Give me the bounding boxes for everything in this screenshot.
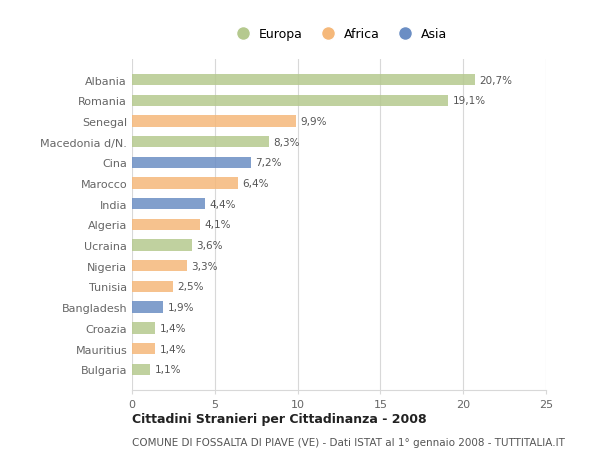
Text: 2,5%: 2,5%: [178, 282, 204, 292]
Text: 4,4%: 4,4%: [209, 199, 236, 209]
Bar: [132, 281, 173, 292]
Text: COMUNE DI FOSSALTA DI PIAVE (VE) - Dati ISTAT al 1° gennaio 2008 - TUTTITALIA.IT: COMUNE DI FOSSALTA DI PIAVE (VE) - Dati …: [132, 437, 565, 447]
Bar: [132, 343, 155, 354]
Bar: [132, 157, 251, 168]
Text: 7,2%: 7,2%: [256, 158, 282, 168]
Bar: [132, 75, 475, 86]
Bar: [132, 199, 205, 210]
Bar: [132, 137, 269, 148]
Text: 3,6%: 3,6%: [196, 241, 222, 251]
Text: 19,1%: 19,1%: [452, 96, 485, 106]
Bar: [132, 219, 200, 230]
Text: 8,3%: 8,3%: [274, 137, 300, 147]
Bar: [132, 323, 155, 334]
Bar: [132, 302, 163, 313]
Text: 1,4%: 1,4%: [160, 323, 186, 333]
Text: 1,4%: 1,4%: [160, 344, 186, 354]
Bar: [132, 261, 187, 272]
Text: 3,3%: 3,3%: [191, 261, 217, 271]
Bar: [132, 178, 238, 189]
Text: 1,1%: 1,1%: [154, 364, 181, 375]
Text: 20,7%: 20,7%: [479, 75, 512, 85]
Bar: [132, 240, 191, 251]
Text: 6,4%: 6,4%: [242, 179, 269, 189]
Legend: Europa, Africa, Asia: Europa, Africa, Asia: [226, 23, 452, 46]
Text: 1,9%: 1,9%: [167, 302, 194, 313]
Text: 9,9%: 9,9%: [300, 117, 326, 127]
Bar: [132, 116, 296, 127]
Bar: [132, 95, 448, 106]
Text: 4,1%: 4,1%: [204, 220, 230, 230]
Bar: [132, 364, 150, 375]
Text: Cittadini Stranieri per Cittadinanza - 2008: Cittadini Stranieri per Cittadinanza - 2…: [132, 412, 427, 425]
